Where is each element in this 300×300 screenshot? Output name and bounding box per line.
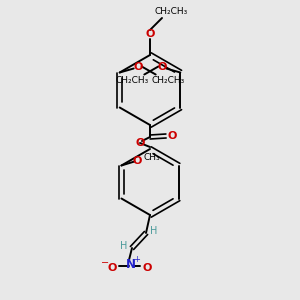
Text: CH₂CH₃: CH₂CH₃	[116, 76, 149, 85]
Text: O: O	[142, 263, 152, 273]
Text: H: H	[150, 226, 158, 236]
Text: CH₂CH₃: CH₂CH₃	[151, 76, 184, 85]
Text: H: H	[120, 241, 128, 251]
Text: +: +	[134, 254, 140, 263]
Text: O: O	[133, 61, 142, 71]
Text: O: O	[145, 29, 155, 39]
Text: O: O	[158, 61, 167, 71]
Text: −: −	[101, 258, 109, 268]
Text: O: O	[133, 155, 142, 166]
Text: O: O	[167, 131, 177, 141]
Text: O: O	[135, 138, 145, 148]
Text: CH₃: CH₃	[143, 153, 160, 162]
Text: N: N	[126, 257, 136, 271]
Text: CH₂CH₃: CH₂CH₃	[154, 8, 188, 16]
Text: O: O	[107, 263, 117, 273]
